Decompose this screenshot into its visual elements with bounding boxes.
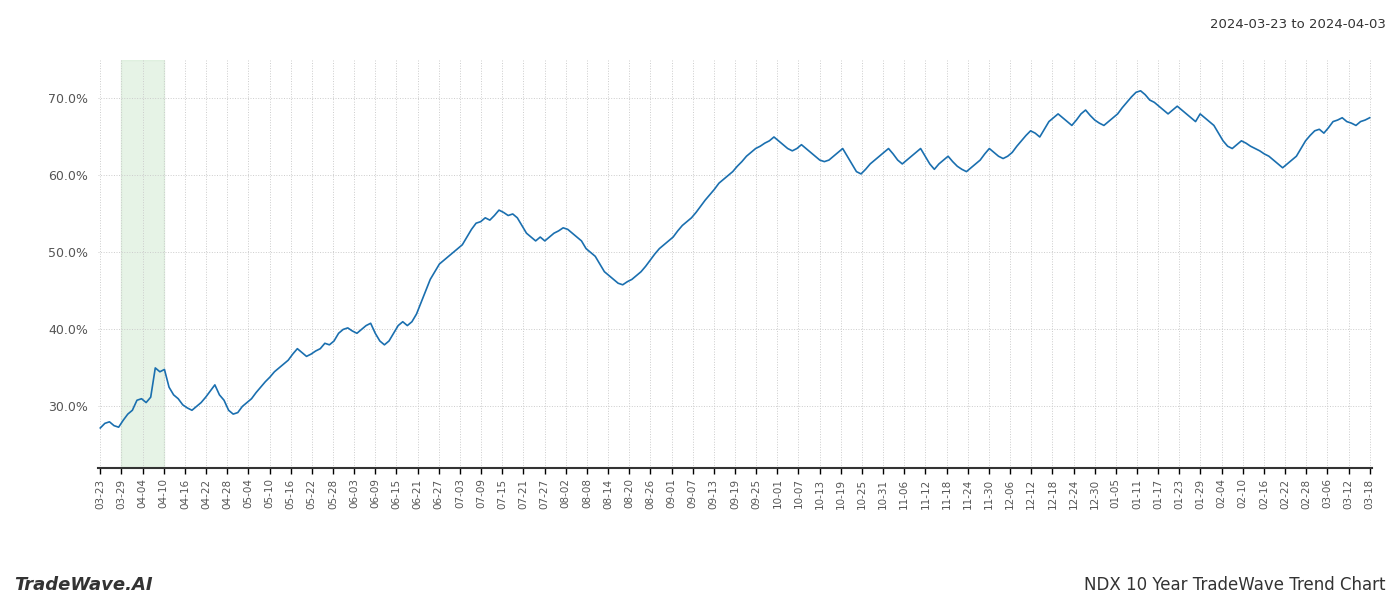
Text: 2024-03-23 to 2024-04-03: 2024-03-23 to 2024-04-03 [1210,18,1386,31]
Bar [122,60,164,468]
Text: NDX 10 Year TradeWave Trend Chart: NDX 10 Year TradeWave Trend Chart [1085,576,1386,594]
Text: TradeWave.AI: TradeWave.AI [14,576,153,594]
